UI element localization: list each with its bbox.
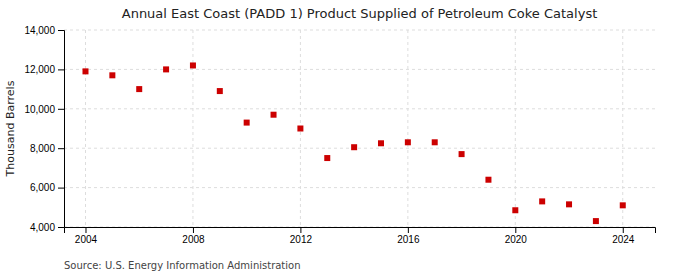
y-grid-line (64, 69, 655, 70)
y-tick: 4,000 (30, 222, 64, 233)
y-tick: 8,000 (30, 143, 64, 154)
x-tick-mark (85, 227, 86, 233)
point (244, 120, 250, 126)
x-grid-line (192, 30, 193, 227)
x-grid-line (407, 30, 408, 227)
x-grid-line (515, 30, 516, 227)
plot: 2004 2008 2012 2016 2020 2024 4,000 6,000 8,000 1… (24, 25, 655, 245)
y-tick-mark (58, 148, 64, 149)
y-tick-label: 10,000 (24, 104, 55, 115)
chart: 2004 2008 2012 2016 2020 2024 4,000 6,000 8,000 1… (0, 0, 675, 275)
x-tick-mark (623, 227, 624, 233)
y-tick-mark (58, 227, 64, 228)
x-tick-label: 2016 (397, 234, 420, 245)
y-axis: 4,000 6,000 8,000 10,000 12,000 14,000 (24, 25, 64, 233)
y-tick-mark (58, 30, 64, 31)
x-tick-label: 2008 (182, 234, 205, 245)
y-tick-label: 14,000 (24, 25, 55, 36)
point (271, 112, 277, 118)
x-tick: 2020 (505, 227, 528, 245)
x-grid-line (85, 30, 86, 227)
y-tick-mark (58, 109, 64, 110)
point (593, 218, 599, 224)
source-note: Source: U.S. Energy Information Administ… (64, 260, 301, 271)
y-grid-line (64, 30, 655, 31)
point (378, 140, 384, 146)
x-tick-label: 2020 (505, 234, 528, 245)
point (163, 66, 169, 72)
x-axis: 2004 2008 2012 2016 2020 2024 (65, 227, 656, 245)
point (485, 177, 491, 183)
y-tick-label: 6,000 (30, 182, 55, 193)
x-tick: 2024 (612, 227, 635, 245)
y-tick-label: 12,000 (24, 64, 55, 75)
point (324, 155, 330, 161)
y-grid-line (64, 108, 655, 109)
point (405, 139, 411, 145)
y-tick-mark (58, 69, 64, 70)
point (82, 68, 88, 74)
y-tick: 12,000 (24, 64, 64, 75)
point (512, 207, 518, 213)
title: Annual East Coast (PADD 1) Product Suppl… (122, 6, 598, 21)
y-tick-label: 8,000 (30, 143, 55, 154)
point (539, 198, 545, 204)
y-axis-title: Thousand Barrels (4, 80, 17, 177)
y-grid-line (64, 148, 655, 149)
x-tick: 2016 (397, 227, 420, 245)
point (620, 202, 626, 208)
x-tick-mark (408, 227, 409, 233)
x-tick: 2008 (182, 227, 205, 245)
x-tick-mark (515, 227, 516, 233)
point (109, 72, 115, 78)
y-axis-line (58, 31, 65, 228)
point (190, 62, 196, 68)
x-tick-label: 2024 (612, 234, 635, 245)
x-tick-label: 2012 (290, 234, 313, 245)
point (432, 139, 438, 145)
x-tick-label: 2004 (75, 234, 98, 245)
point (297, 126, 303, 132)
point (217, 88, 223, 94)
grid (64, 30, 655, 227)
x-tick-mark (300, 227, 301, 233)
x-axis-line (65, 228, 656, 234)
point (566, 201, 572, 207)
y-tick-label: 4,000 (30, 222, 55, 233)
y-tick: 10,000 (24, 104, 64, 115)
x-tick-mark (193, 227, 194, 233)
y-tick: 14,000 (24, 25, 64, 36)
point (459, 151, 465, 157)
x-grid-line (622, 30, 623, 227)
point (136, 86, 142, 92)
x-tick: 2004 (75, 227, 98, 245)
y-tick: 6,000 (30, 182, 64, 193)
x-tick: 2012 (290, 227, 313, 245)
points (82, 62, 625, 224)
point (351, 144, 357, 150)
y-grid-line (64, 187, 655, 188)
y-tick-mark (58, 188, 64, 189)
